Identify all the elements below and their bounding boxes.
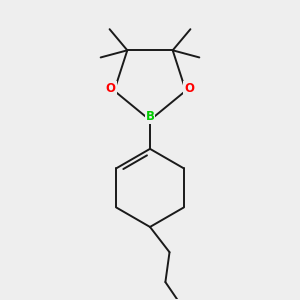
Text: O: O xyxy=(106,82,116,95)
Text: O: O xyxy=(184,82,194,95)
Text: B: B xyxy=(146,110,154,123)
